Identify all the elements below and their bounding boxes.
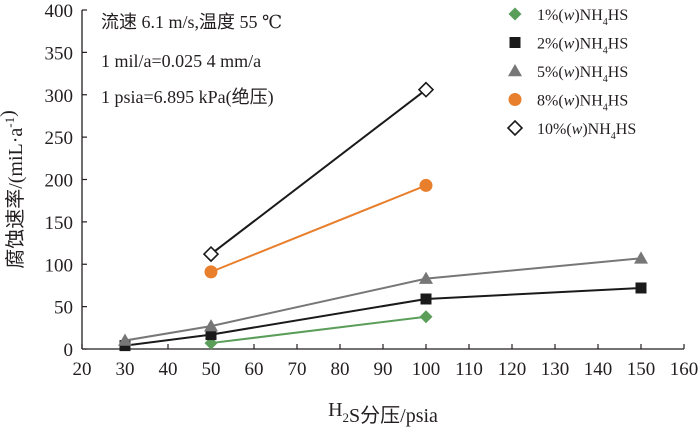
data-point [634, 251, 648, 264]
data-point [419, 271, 433, 284]
data-point [202, 245, 220, 263]
x-tick-label: 60 [245, 359, 264, 380]
data-point [635, 282, 647, 294]
legend-label: 5%(w)NH4HS [537, 64, 628, 85]
data-point [419, 178, 433, 192]
y-axis-label: 腐蚀速率/(miL·a-1) [0, 110, 27, 269]
series-5 [202, 81, 435, 263]
legend-item: 8%(w)NH4HS [508, 93, 628, 114]
legend-item: 1%(w)NH4HS [508, 7, 628, 28]
series-line [210, 315, 427, 345]
x-tick-label: 100 [412, 359, 441, 380]
series-group [118, 81, 648, 352]
x-tick-label: 120 [498, 359, 527, 380]
data-point [118, 333, 132, 346]
data-point [204, 319, 218, 332]
legend-marker [509, 37, 521, 48]
legend-label: 1%(w)NH4HS [537, 7, 628, 28]
y-tick-label: 400 [45, 1, 74, 22]
series-line [124, 257, 642, 342]
x-tick-label: 140 [584, 359, 613, 380]
annotations: 流速 6.1 m/s,温度 55 ℃ 1 mil/a=0.025 4 mm/a 1 … [101, 12, 282, 108]
series-line [210, 88, 427, 255]
y-tick-label: 300 [45, 86, 74, 107]
x-axis-label: H2S分压/psia [328, 399, 438, 427]
legend: 1%(w)NH4HS 2%(w)NH4HS 5%(w)NH4HS 8%(w)NH4HS… [506, 7, 636, 142]
data-point [417, 81, 435, 98]
legend-label: 8%(w)NH4HS [537, 93, 628, 114]
legend-marker [506, 119, 524, 137]
y-tick-label: 50 [54, 298, 73, 319]
annotation-text: 流速 6.1 m/s,温度 55 ℃ [101, 12, 282, 32]
data-point [419, 310, 433, 324]
y-tick-label: 200 [45, 171, 74, 192]
x-tick-label: 80 [331, 359, 350, 380]
series-4 [204, 178, 433, 279]
x-tick-label: 40 [159, 359, 178, 380]
y-tick-label: 150 [45, 213, 74, 234]
x-tick-label: 90 [374, 359, 393, 380]
y-tick-label: 100 [45, 255, 74, 276]
x-tick-label: 20 [73, 359, 92, 380]
y-tick-label: 0 [64, 340, 74, 361]
legend-item: 5%(w)NH4HS [508, 64, 628, 85]
legend-item: 2%(w)NH4HS [509, 36, 628, 57]
x-tick-labels: 20 30 40 50 60 70 80 90 100 110 120 130 140 150 160 [73, 359, 699, 380]
x-tick-label: 160 [670, 359, 699, 380]
x-tick-label: 70 [288, 359, 307, 380]
series-line [124, 286, 642, 347]
x-tick-label: 110 [455, 359, 483, 380]
series-3 [118, 251, 648, 346]
x-tick-label: 150 [627, 359, 656, 380]
data-point [420, 293, 432, 305]
legend-label: 10%(w)NH4HS [537, 121, 636, 142]
legend-marker [508, 64, 522, 77]
legend-label: 2%(w)NH4HS [537, 36, 628, 57]
annotation-text: 1 psia=6.895 kPa(绝压) [101, 87, 274, 108]
legend-marker [508, 7, 522, 21]
data-point [205, 329, 217, 341]
x-tick-label: 50 [202, 359, 221, 380]
data-point [204, 265, 218, 279]
series-line [210, 184, 427, 273]
x-tick-label: 130 [541, 359, 570, 380]
series-2 [119, 282, 647, 352]
annotation-text: 1 mil/a=0.025 4 mm/a [101, 51, 261, 71]
x-tick-label: 30 [116, 359, 135, 380]
y-tick-label: 350 [45, 43, 74, 64]
legend-item: 10%(w)NH4HS [506, 119, 636, 142]
legend-marker [508, 93, 522, 106]
y-tick-labels: 0 50 100 150 200 250 300 350 400 [45, 1, 74, 361]
y-tick-label: 250 [45, 128, 74, 149]
